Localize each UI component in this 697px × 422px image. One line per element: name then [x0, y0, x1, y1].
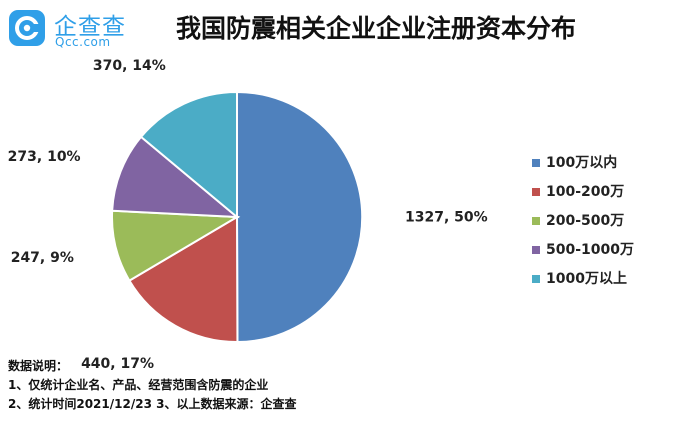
pie-data-label: 440, 17%: [81, 356, 154, 372]
legend-swatch: [532, 217, 540, 225]
legend-label: 500-1000万: [546, 242, 634, 258]
note-line: 1、仅统计企业名、产品、经营范围含防震的企业: [8, 378, 269, 392]
note-line: 2、统计时间2021/12/23 3、以上数据来源：企查查: [8, 397, 297, 411]
pie-data-label: 1327, 50%: [405, 210, 488, 226]
legend-swatch: [532, 246, 540, 254]
pie-slice: [139, 90, 238, 220]
data-notes: 数据说明： 1、仅统计企业名、产品、经营范围含防震的企业 2、统计时间2021/…: [8, 357, 296, 414]
legend-swatch: [532, 275, 540, 283]
pie-data-label: 273, 10%: [8, 149, 81, 165]
notes-heading: 数据说明：: [8, 359, 69, 373]
legend-swatch: [532, 159, 540, 167]
qcc-logo: 企查查 Qcc.com: [8, 6, 138, 50]
pie-slice: [128, 215, 239, 344]
legend-label: 100-200万: [546, 184, 625, 200]
legend-swatch: [532, 188, 540, 196]
chart-title: 我国防震相关企业企业注册资本分布: [176, 14, 577, 43]
legend-label: 200-500万: [546, 213, 625, 229]
pie-data-label: 370, 14%: [93, 58, 166, 74]
logo-name-en: Qcc.com: [55, 35, 111, 49]
pie-slice: [236, 90, 364, 344]
logo-name-cn: 企查查: [54, 14, 126, 40]
legend-label: 1000万以上: [546, 271, 627, 287]
pie-slice: [111, 135, 240, 219]
legend-label: 100万以内: [546, 155, 618, 171]
pie-data-label: 247, 9%: [11, 250, 74, 266]
qcc-logo-icon: [9, 10, 45, 46]
